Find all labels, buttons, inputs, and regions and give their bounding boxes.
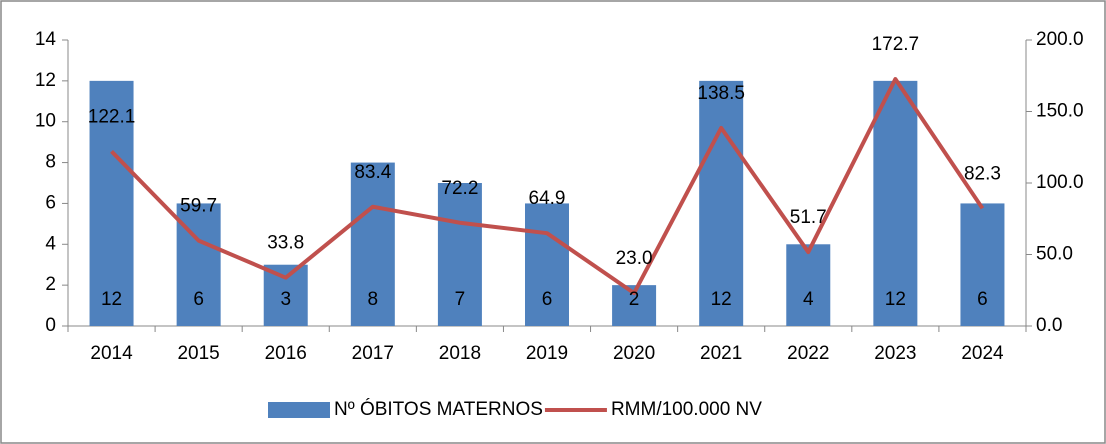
line-value-label: 72.2 xyxy=(441,178,478,199)
line-value-label: 83.4 xyxy=(354,162,391,183)
legend-swatch xyxy=(268,402,330,418)
bar-value-label: 12 xyxy=(885,289,906,310)
bar xyxy=(263,264,308,326)
bar-value-label: 6 xyxy=(542,289,553,310)
x-tick-label: 2015 xyxy=(177,343,219,364)
bar xyxy=(437,183,482,326)
x-tick-label: 2017 xyxy=(352,343,394,364)
y-tick-label: 4 xyxy=(45,233,56,254)
bar xyxy=(786,244,831,326)
bar xyxy=(350,162,395,326)
y-tick-label: 14 xyxy=(35,29,57,50)
y2-tick-label: 100.0 xyxy=(1036,172,1084,193)
legend-label: RMM/100.000 NV xyxy=(611,399,762,420)
bar-value-label: 7 xyxy=(455,289,466,310)
y-tick-label: 0 xyxy=(45,315,56,336)
y2-tick-label: 150.0 xyxy=(1036,101,1084,122)
line-value-label: 23.0 xyxy=(616,248,653,269)
x-tick-label: 2020 xyxy=(613,343,655,364)
line-value-label: 172.7 xyxy=(872,34,920,55)
x-tick-label: 2021 xyxy=(700,343,742,364)
x-tick-label: 2023 xyxy=(874,343,916,364)
bar-value-label: 6 xyxy=(193,289,204,310)
y2-tick-label: 50.0 xyxy=(1036,244,1073,265)
y-tick-label: 2 xyxy=(45,274,56,295)
y-tick-label: 6 xyxy=(45,192,56,213)
bar-value-label: 8 xyxy=(368,289,379,310)
bar xyxy=(699,80,744,326)
line-value-label: 33.8 xyxy=(267,233,304,254)
y2-tick-label: 200.0 xyxy=(1036,29,1084,50)
bar xyxy=(525,203,569,326)
x-tick-label: 2019 xyxy=(526,343,568,364)
line-value-label: 82.3 xyxy=(964,163,1001,184)
line-value-label: 59.7 xyxy=(180,196,217,217)
y-tick-label: 12 xyxy=(35,70,56,91)
x-tick-label: 2018 xyxy=(439,343,481,364)
bar-value-label: 12 xyxy=(101,289,122,310)
y-tick-label: 8 xyxy=(45,152,56,173)
x-tick-label: 2022 xyxy=(787,343,829,364)
line xyxy=(110,77,985,296)
line-value-label: 51.7 xyxy=(790,207,827,228)
bar-value-label: 4 xyxy=(803,289,814,310)
bar-value-label: 12 xyxy=(711,289,732,310)
legend-label: Nº ÓBITOS MATERNOS xyxy=(334,398,543,420)
y2-tick-label: 0.0 xyxy=(1036,315,1062,336)
line-value-label: 64.9 xyxy=(529,188,566,209)
x-tick-label: 2024 xyxy=(961,343,1004,364)
bar xyxy=(873,80,918,326)
bar-value-label: 3 xyxy=(280,289,291,310)
line-value-label: 122.1 xyxy=(88,106,136,127)
bar-value-label: 2 xyxy=(629,289,640,310)
bar-value-label: 6 xyxy=(977,289,988,310)
x-tick-label: 2014 xyxy=(90,343,133,364)
bar xyxy=(89,80,134,326)
line-value-label: 138.5 xyxy=(697,83,745,104)
y-tick-label: 10 xyxy=(35,111,56,132)
x-tick-label: 2016 xyxy=(265,343,307,364)
bar xyxy=(960,203,1005,326)
